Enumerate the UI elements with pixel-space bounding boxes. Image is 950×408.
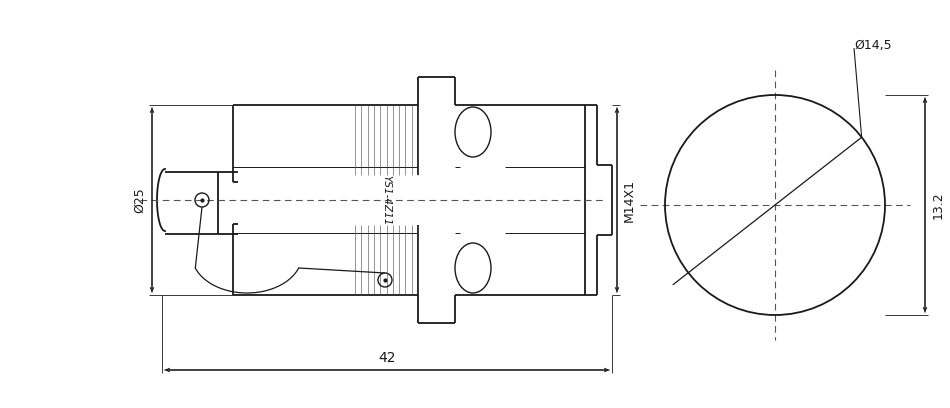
- Text: YS1-4Z11: YS1-4Z11: [382, 175, 391, 225]
- Text: Ø14,5: Ø14,5: [854, 38, 892, 51]
- Text: 42: 42: [378, 351, 396, 365]
- Text: Ø25: Ø25: [134, 187, 146, 213]
- Text: M14X1: M14X1: [622, 179, 636, 222]
- Text: 13.2: 13.2: [932, 191, 944, 219]
